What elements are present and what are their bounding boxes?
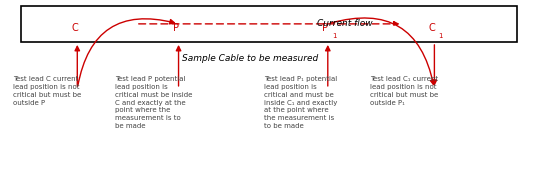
Text: C: C (429, 23, 435, 33)
Text: Test lead P₁ potential
lead position is
critical and must be
inside C₁ and exact: Test lead P₁ potential lead position is … (264, 76, 337, 129)
FancyBboxPatch shape (21, 6, 517, 42)
Text: Current flow: Current flow (317, 19, 373, 28)
Text: Test lead P potential
lead position is
critical must be inside
C and exactly at : Test lead P potential lead position is c… (115, 76, 192, 129)
Text: Sample Cable to be measured: Sample Cable to be measured (182, 54, 319, 63)
FancyArrowPatch shape (78, 19, 174, 86)
Text: P: P (173, 23, 179, 33)
Text: C: C (71, 23, 78, 33)
Text: 1: 1 (439, 33, 443, 39)
Text: Test lead C current
lead position is not
critical but must be
outside P: Test lead C current lead position is not… (13, 76, 82, 106)
FancyArrowPatch shape (330, 18, 435, 85)
Text: P: P (322, 23, 328, 33)
Text: Test lead C₁ current
lead position is not
critical but must be
outside P₁: Test lead C₁ current lead position is no… (370, 76, 439, 106)
Text: 1: 1 (332, 33, 336, 39)
